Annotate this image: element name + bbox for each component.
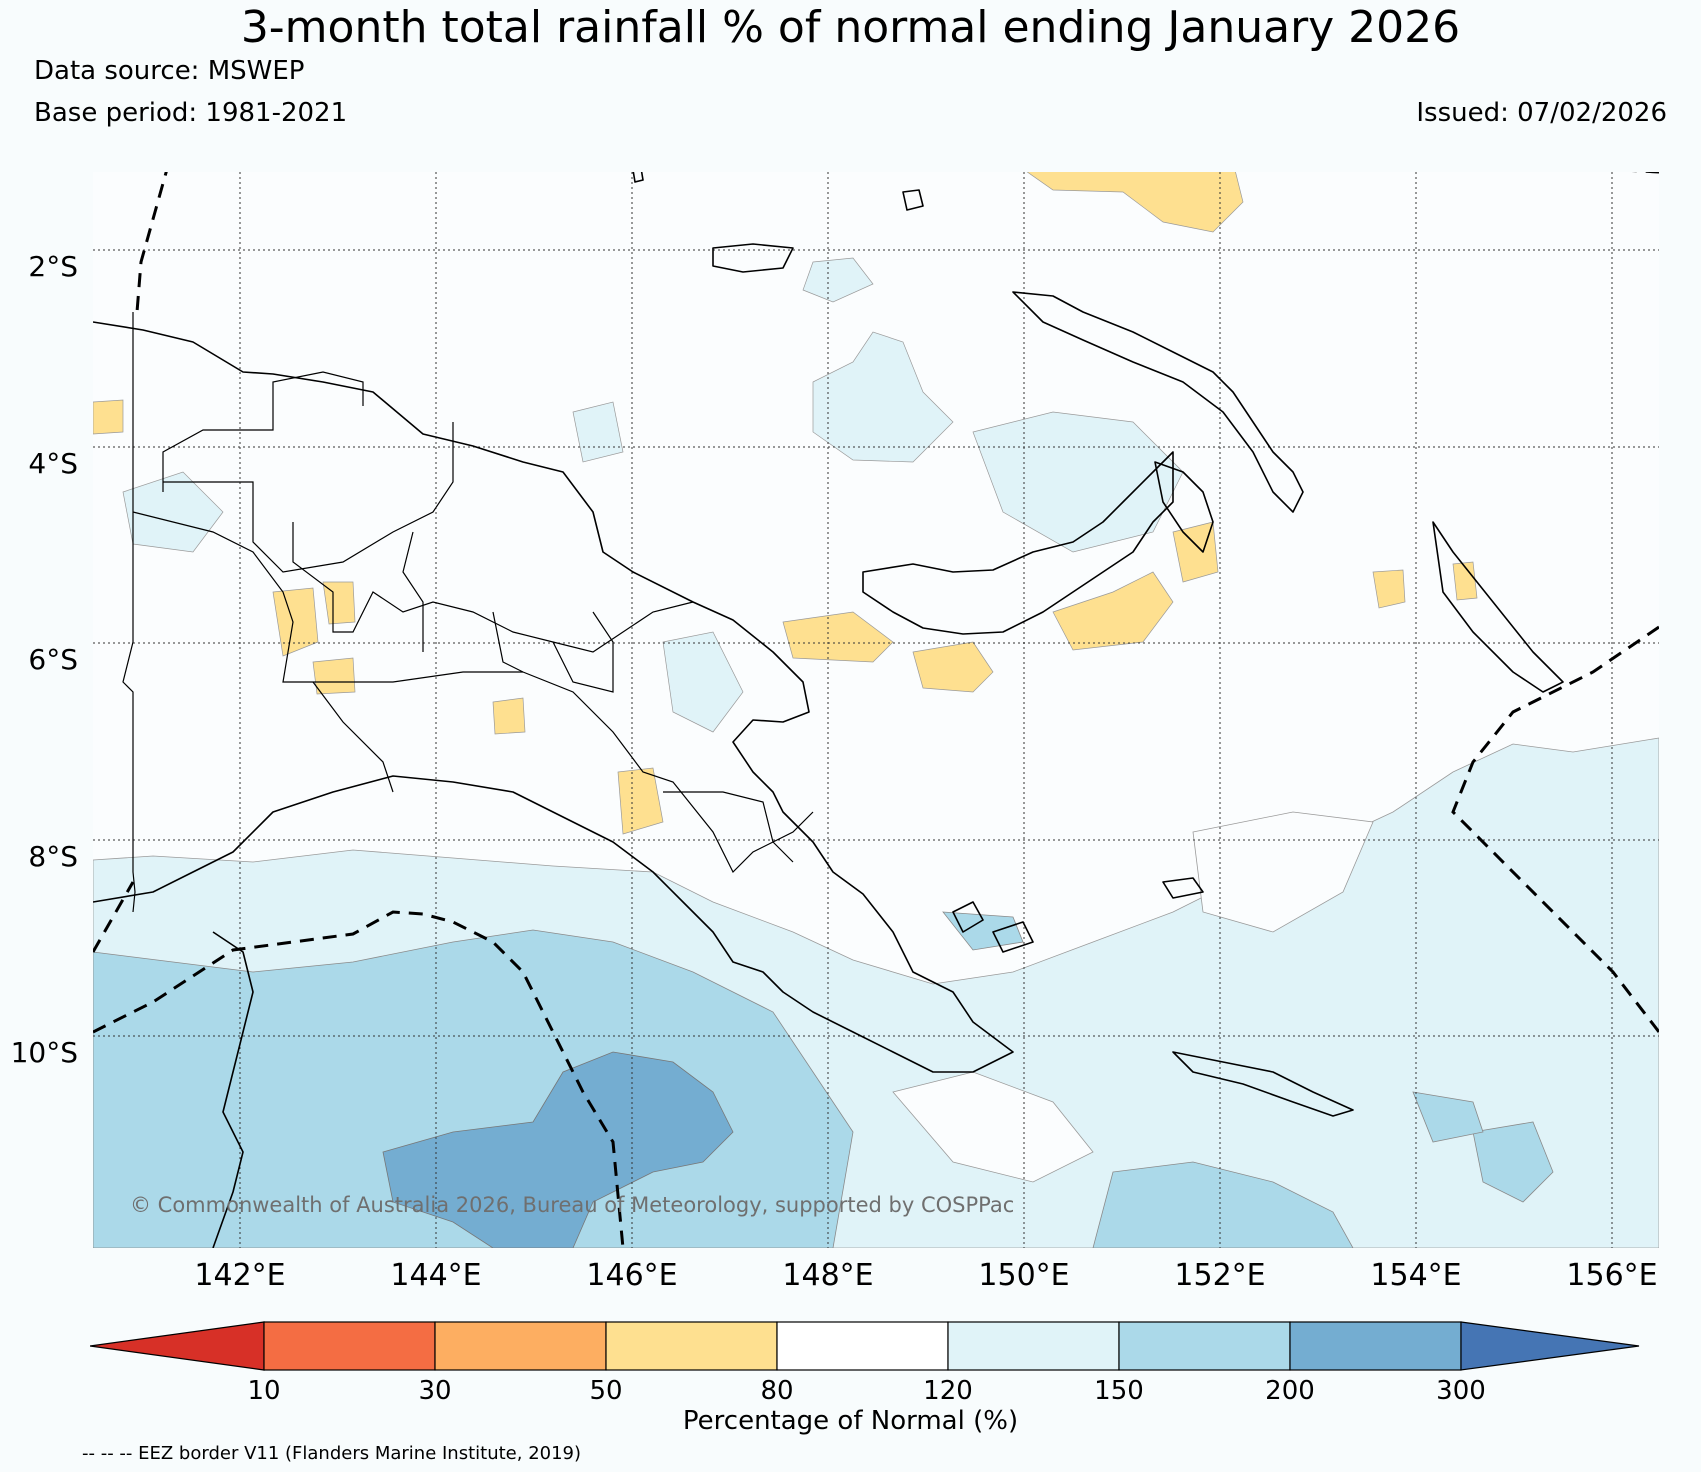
eez-border-west [135, 172, 168, 313]
rainfall-region-150-200-patch-1 [1472, 1121, 1554, 1203]
rainfall-region-50-80-newbritain-1 [912, 641, 994, 693]
rainfall-region-50-80-west-3 [322, 581, 356, 625]
colorbar-tick-80: 80 [760, 1376, 794, 1406]
lon-label-154e: 154°E [1370, 1258, 1462, 1293]
lat-label-4s: 4°S [28, 447, 78, 480]
colorbar-tick-120: 120 [923, 1376, 973, 1406]
colorbar-bin-above-300 [1460, 1321, 1640, 1371]
colorbar-bin-50-80 [605, 1321, 778, 1371]
province-border-3 [132, 511, 523, 683]
rainfall-region-50-80-newbritain-2 [782, 611, 894, 663]
eez-border-southwest [93, 881, 135, 953]
province-border-4 [292, 522, 694, 653]
rainfall-region-50-80-central-3 [312, 657, 356, 695]
rainfall-region-150-200-east [1092, 1161, 1354, 1248]
province-border-8 [552, 611, 614, 693]
eez-border-torres [93, 910, 625, 1248]
colorbar-tick-200: 200 [1265, 1376, 1315, 1406]
colorbar-svg [89, 1321, 1640, 1371]
rainfall-region-120-150-patch-f [662, 631, 744, 733]
colorbar-bin-10-30 [263, 1321, 436, 1371]
colorbar-bin-120-150 [947, 1321, 1120, 1371]
colorbar-bin-150-200 [1118, 1321, 1291, 1371]
colorbar-title: Percentage of Normal (%) [682, 1406, 1019, 1436]
rainfall-region-200-300 [382, 1051, 734, 1248]
province-border-9 [312, 681, 394, 793]
province-boundaries [122, 312, 814, 913]
lat-label-6s: 6°S [28, 643, 78, 676]
rainfall-map [93, 172, 1659, 1248]
rainfall-region-120-150-patch-e [572, 401, 624, 463]
colorbar-bin-30-50 [434, 1321, 607, 1371]
lon-label-144e: 144°E [390, 1258, 482, 1293]
base-period-label: Base period: 1981-2021 [34, 98, 348, 128]
rainfall-region-120-150-patch-b [972, 411, 1184, 553]
lon-label-150e: 150°E [978, 1258, 1070, 1293]
border-indonesia-png [122, 312, 136, 913]
province-border-7 [402, 531, 424, 652]
rainfall-region-50-80-central-2 [492, 697, 526, 735]
province-border-1 [162, 371, 364, 492]
lon-label-146e: 146°E [586, 1258, 678, 1293]
rainfall-region-50-80-solomons-2 [1452, 561, 1478, 601]
lat-label-8s: 8°S [28, 840, 78, 873]
lon-label-152e: 152°E [1174, 1258, 1266, 1293]
colorbar [89, 1320, 1640, 1376]
rainfall-region-150-200-patch-3 [942, 911, 1024, 951]
rainfall-region-50-80-bougainville [1172, 521, 1219, 583]
province-border-6 [663, 791, 794, 863]
coastline-louisiades [1172, 1051, 1354, 1117]
data-source-label: Data source: MSWEP [34, 56, 305, 86]
rainfall-region-120-150-patch-a [812, 331, 954, 463]
eez-borders [93, 172, 1659, 1248]
coastline-dentrecasteaux [952, 901, 1034, 953]
colorbar-tick-300: 300 [1436, 1376, 1486, 1406]
lon-label-148e: 148°E [782, 1258, 874, 1293]
rainfall-region-120-150-patch-c [802, 257, 874, 303]
rainfall-region-80-120-gap-1 [1192, 811, 1374, 933]
graticule [93, 172, 1659, 1248]
rainfall-region-150-200-patch-2 [1412, 1091, 1484, 1143]
lon-label-156e: 156°E [1566, 1258, 1658, 1293]
eez-border-note: -- -- -- EEZ border V11 (Flanders Marine… [82, 1443, 582, 1464]
coastline-manus [712, 243, 794, 273]
province-border-2 [163, 422, 454, 573]
lat-label-2s: 2°S [28, 250, 78, 283]
coastline-new-guinea [93, 321, 1014, 1073]
colorbar-bin-200-300 [1289, 1321, 1462, 1371]
coastlines [93, 172, 1564, 1248]
rainfall-region-120-150-patch-d [122, 471, 224, 553]
coastline-new-ireland [1012, 291, 1304, 513]
rainfall-region-50-80-west-2 [272, 587, 319, 657]
eez-border-solomons [1451, 625, 1659, 1033]
rainfall-region-50-80-west-1 [93, 399, 124, 435]
coastline-cape-york [212, 931, 254, 1248]
lat-label-10s: 10°S [10, 1036, 78, 1069]
coastline-bougainville [1154, 461, 1214, 553]
rainfall-region-50-80-newbritain-3 [1052, 571, 1174, 651]
coastline-small-islands-north [632, 172, 924, 211]
issued-date-label: Issued: 07/02/2026 [1416, 98, 1667, 128]
copyright-notice: © Commonwealth of Australia 2026, Bureau… [130, 1193, 1015, 1217]
colorbar-tick-30: 30 [418, 1376, 452, 1406]
colorbar-tick-50: 50 [589, 1376, 623, 1406]
lon-label-142e: 142°E [194, 1258, 286, 1293]
coastline-woodlark [1162, 877, 1204, 899]
colorbar-bin-80-120 [776, 1321, 949, 1371]
coastline-new-britain [862, 451, 1174, 635]
rainfall-region-50-80-solomons [1372, 569, 1406, 609]
coastline-choiseul [1432, 521, 1564, 693]
colorbar-bin-below-10 [89, 1321, 265, 1371]
rainfall-region-50-80-north [1026, 172, 1244, 233]
map-title: 3-month total rainfall % of normal endin… [240, 2, 1461, 53]
province-border-5 [492, 611, 814, 874]
colorbar-tick-150: 150 [1094, 1376, 1144, 1406]
colorbar-tick-10: 10 [247, 1376, 281, 1406]
rainfall-map-svg [93, 172, 1659, 1248]
